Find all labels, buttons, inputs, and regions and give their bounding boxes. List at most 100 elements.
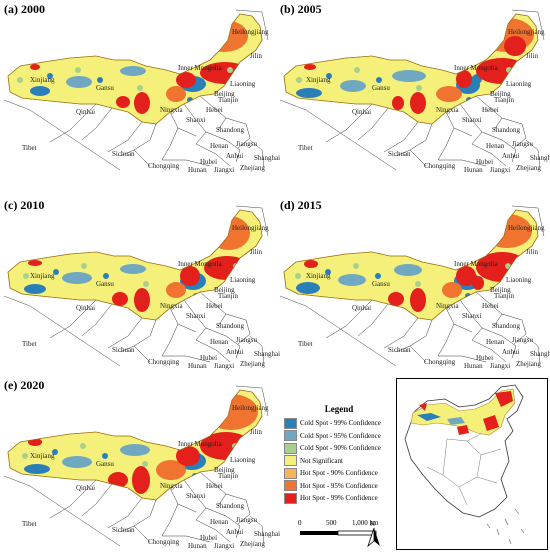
province-label-hebei: Hebei bbox=[206, 302, 223, 310]
province-label-jiangxi: Jiangxi bbox=[214, 166, 235, 174]
province-label-xinjiang: Xinjiang bbox=[30, 452, 55, 460]
province-label-qinghai: Qinhai bbox=[76, 484, 96, 492]
province-label-ningxia: Ningxia bbox=[160, 302, 183, 310]
province-label-liaoning: Liaoning bbox=[506, 276, 532, 284]
province-label-shandong: Shandong bbox=[492, 126, 520, 134]
province-label-shandong: Shandong bbox=[216, 322, 244, 330]
province-label-xinjiang: Xinjiang bbox=[306, 272, 331, 280]
province-label-chongqing: Chongqing bbox=[424, 162, 456, 170]
panel-title: (b) 2005 bbox=[280, 2, 322, 16]
province-label-shanxi: Shanxi bbox=[462, 116, 482, 124]
panel-title: (d) 2015 bbox=[280, 198, 322, 212]
province-label-sichuan: Sichuan bbox=[388, 346, 411, 354]
legend-swatch bbox=[284, 480, 297, 492]
province-label-ningxia: Ningxia bbox=[436, 106, 459, 114]
province-label-gansu: Gansu bbox=[96, 280, 114, 288]
province-label-sichuan: Sichuan bbox=[112, 150, 135, 158]
province-label-qinghai: Qinhai bbox=[76, 108, 96, 116]
province-label-hunan: Hunan bbox=[188, 166, 207, 174]
province-label-shanxi: Shanxi bbox=[186, 116, 206, 124]
china-boundary bbox=[279, 9, 545, 171]
province-label-qinghai: Qinhai bbox=[352, 108, 372, 116]
legend-label: Cold Spot - 90% Confidence bbox=[300, 444, 381, 453]
province-label-henan: Henan bbox=[210, 338, 229, 346]
province-label-shanghai: Shanghai bbox=[530, 154, 550, 162]
province-label-xinjiang: Xinjiang bbox=[30, 76, 55, 84]
province-label-hebei: Hebei bbox=[482, 106, 499, 114]
province-label-shanghai: Shanghai bbox=[254, 530, 281, 538]
province-label-henan: Henan bbox=[210, 142, 229, 150]
province-label-beijing: Beijing bbox=[490, 286, 511, 294]
province-label-liaoning: Liaoning bbox=[230, 80, 256, 88]
province-label-qinghai: Qinhai bbox=[352, 304, 372, 312]
province-label-beijing: Beijing bbox=[214, 286, 235, 294]
province-label-heilongjiang: Heilongjiang bbox=[232, 404, 269, 412]
legend-item: Cold Spot - 95% Confidence bbox=[284, 430, 394, 443]
province-label-jilin: Jilin bbox=[250, 428, 263, 436]
province-label-beijing: Beijing bbox=[214, 466, 235, 474]
province-label-tianjin: Tianjin bbox=[218, 472, 238, 480]
province-label-shanghai: Shanghai bbox=[530, 350, 550, 358]
province-label-jilin: Jilin bbox=[250, 248, 263, 256]
china-boundary bbox=[279, 205, 545, 367]
province-label-jiangsu: Jiangsu bbox=[236, 336, 257, 344]
province-label-gansu: Gansu bbox=[372, 84, 390, 92]
province-label-hubei: Hubei bbox=[200, 534, 218, 542]
province-label-hebei: Hebei bbox=[206, 482, 223, 490]
map-panel-2015: (d) 2015 Heilongjiang Jilin Inner Mongolia… bbox=[276, 196, 550, 372]
scale-tick-0: 0 bbox=[298, 519, 302, 527]
map-panel-2000: (a) 2000 Heilongjiang Jilin Inner Mongolia… bbox=[0, 0, 280, 176]
panel-title: (c) 2010 bbox=[4, 198, 45, 212]
province-label-liaoning: Liaoning bbox=[506, 80, 532, 88]
province-label-zhejiang: Zhejiang bbox=[240, 360, 265, 368]
province-label-jiangxi: Jiangxi bbox=[490, 362, 511, 370]
province-label-anhui: Anhui bbox=[502, 152, 520, 160]
province-label-qinghai: Qinhai bbox=[76, 304, 96, 312]
province-label-inner-mongolia: Inner Mongolia bbox=[178, 260, 222, 268]
province-label-sichuan: Sichuan bbox=[112, 346, 135, 354]
province-label-jilin: Jilin bbox=[250, 52, 263, 60]
province-label-tianjin: Tianjin bbox=[218, 292, 238, 300]
legend-title: Legend bbox=[324, 404, 354, 414]
china-boundary bbox=[3, 205, 269, 367]
province-label-ningxia: Ningxia bbox=[160, 106, 183, 114]
legend-label: Not Significant bbox=[300, 456, 343, 465]
province-label-beijing: Beijing bbox=[214, 90, 235, 98]
province-label-tianjin: Tianjin bbox=[494, 96, 514, 104]
province-label-jilin: Jilin bbox=[526, 52, 539, 60]
province-label-shanghai: Shanghai bbox=[254, 350, 281, 358]
scale-tick-1000: 1,000 km bbox=[352, 519, 379, 527]
province-label-inner-mongolia: Inner Mongolia bbox=[454, 260, 498, 268]
province-label-xinjiang: Xinjiang bbox=[306, 76, 331, 84]
inset-map bbox=[396, 378, 548, 550]
province-label-hebei: Hebei bbox=[482, 302, 499, 310]
province-label-hubei: Hubei bbox=[476, 354, 494, 362]
legend-item: Hot Spot - 90% Confidence bbox=[284, 467, 394, 480]
panel-title: (e) 2020 bbox=[4, 378, 45, 392]
province-label-tibet: Tibet bbox=[22, 144, 37, 152]
province-label-ningxia: Ningxia bbox=[160, 482, 183, 490]
province-label-henan: Henan bbox=[210, 518, 229, 526]
province-label-chongqing: Chongqing bbox=[148, 538, 180, 546]
province-label-jiangsu: Jiangsu bbox=[512, 140, 533, 148]
province-label-tianjin: Tianjin bbox=[218, 96, 238, 104]
province-label-heilongjiang: Heilongjiang bbox=[232, 224, 269, 232]
province-label-anhui: Anhui bbox=[226, 348, 244, 356]
province-label-sichuan: Sichuan bbox=[388, 150, 411, 158]
scale-bar: 0 500 1,000 km bbox=[296, 515, 392, 543]
legend-swatch bbox=[284, 430, 297, 442]
legend-label: Cold Spot - 99% Confidence bbox=[300, 419, 381, 428]
province-label-chongqing: Chongqing bbox=[424, 358, 456, 366]
province-label-hunan: Hunan bbox=[464, 166, 483, 174]
province-label-hubei: Hubei bbox=[476, 158, 494, 166]
province-label-chongqing: Chongqing bbox=[148, 358, 180, 366]
legend-swatch bbox=[284, 455, 297, 467]
province-label-liaoning: Liaoning bbox=[230, 456, 256, 464]
province-label-hunan: Hunan bbox=[188, 542, 207, 550]
province-label-chongqing: Chongqing bbox=[148, 162, 180, 170]
province-label-jiangsu: Jiangsu bbox=[236, 140, 257, 148]
legend-item: Cold Spot - 90% Confidence bbox=[284, 442, 394, 455]
province-label-tibet: Tibet bbox=[298, 144, 313, 152]
legend-label: Cold Spot - 95% Confidence bbox=[300, 431, 381, 440]
province-label-jiangxi: Jiangxi bbox=[214, 542, 235, 550]
